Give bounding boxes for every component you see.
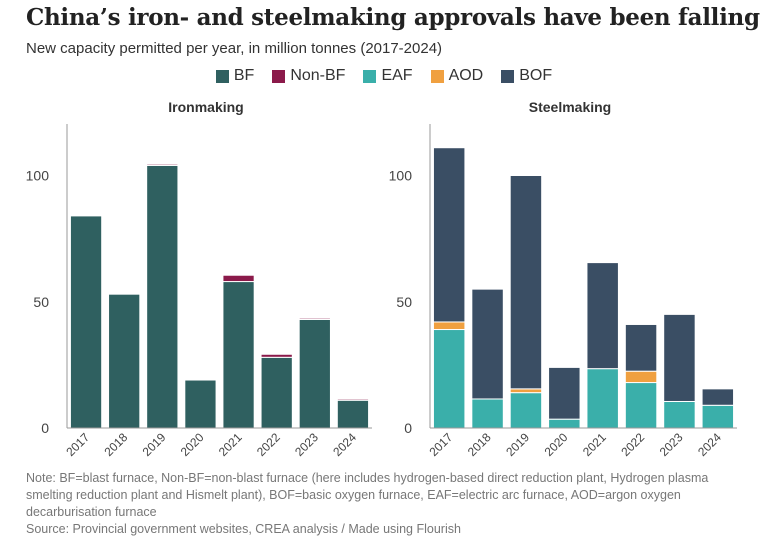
- bar-bf-2017: [69, 215, 103, 429]
- legend-item-bof[interactable]: BOF: [501, 67, 552, 85]
- x-tick-label: 2020: [542, 430, 571, 459]
- bar-eaf-2018: [471, 398, 504, 429]
- bar-eaf-2023: [663, 400, 696, 429]
- bar-eaf-2022: [624, 382, 658, 429]
- y-tick-label: 0: [404, 420, 412, 436]
- y-tick-label: 100: [26, 168, 50, 184]
- x-tick-label: 2024: [330, 430, 359, 459]
- x-tick-label: 2018: [102, 430, 131, 459]
- bar-bf-2023: [298, 318, 331, 429]
- legend-item-non-bf[interactable]: Non-BF: [272, 67, 345, 85]
- legend-label: Non-BF: [290, 67, 346, 84]
- bar-eaf-2021: [586, 368, 619, 429]
- legend-label: BF: [233, 67, 255, 84]
- bar-bof-2020: [548, 366, 581, 420]
- x-tick-label: 2019: [140, 430, 169, 459]
- x-tick-label: 2022: [254, 430, 283, 459]
- x-tick-label: 2022: [618, 430, 647, 459]
- charts-area: Ironmaking 0 50 100 2017 2018 2019 2020 2021 2022…: [26, 99, 737, 459]
- bar-bf-2022: [260, 356, 293, 429]
- bar-bf-2019: [146, 164, 179, 429]
- x-tick-label: 2017: [63, 430, 92, 459]
- bar-aod-2017: [432, 321, 466, 331]
- bar-aod-2019: [509, 388, 543, 394]
- legend-label: BOF: [519, 67, 553, 84]
- bar-bf-2024: [336, 399, 370, 429]
- x-tick-label: 2023: [657, 430, 686, 459]
- x-tick-label: 2017: [427, 430, 456, 459]
- legend-item-aod[interactable]: AOD: [430, 67, 484, 85]
- x-tick-label: 2023: [292, 430, 321, 459]
- x-tick-label: 2024: [695, 430, 724, 459]
- x-tick-label: 2019: [503, 430, 532, 459]
- legend-label: EAF: [381, 67, 413, 84]
- y-tick-label: 50: [33, 294, 49, 310]
- legend-swatch: [272, 69, 286, 83]
- bar-bof-2021: [586, 262, 619, 370]
- legend-swatch: [363, 69, 377, 83]
- chart-title: China’s iron- and steelmaking approvals …: [26, 4, 760, 31]
- y-tick-label: 100: [389, 168, 413, 184]
- x-tick-label: 2020: [178, 430, 207, 459]
- bar-non-bf-2024: [336, 398, 370, 401]
- bar-non-bf-2021: [222, 274, 255, 283]
- bar-bof-2024: [701, 388, 735, 406]
- legend-label: AOD: [448, 67, 484, 84]
- legend-swatch: [430, 69, 444, 83]
- bar-bof-2017: [432, 147, 466, 323]
- footer: Note: BF=blast furnace, Non-BF=non-blast…: [26, 470, 756, 538]
- y-tick-label: 50: [396, 294, 412, 310]
- footer-source: Source: Provincial government websites, …: [26, 522, 461, 536]
- legend: BF Non-BF EAF AOD BOF: [0, 67, 768, 85]
- panel-title-steelmaking: Steelmaking: [529, 99, 611, 115]
- bar-bf-2020: [184, 379, 217, 429]
- bar-bf-2018: [108, 293, 141, 429]
- legend-swatch: [501, 69, 515, 83]
- bar-eaf-2017: [432, 329, 466, 429]
- bar-bf-2021: [222, 281, 255, 429]
- chart-subtitle: New capacity permitted per year, in mill…: [26, 40, 443, 57]
- bar-eaf-2019: [509, 392, 543, 429]
- bar-bof-2018: [471, 288, 504, 400]
- bar-eaf-2024: [701, 404, 735, 429]
- bar-non-bf-2019: [146, 163, 179, 166]
- bar-aod-2022: [624, 370, 658, 384]
- bar-non-bf-2022: [260, 353, 293, 358]
- footer-note: Note: BF=blast furnace, Non-BF=non-blast…: [26, 471, 709, 519]
- y-tick-label: 0: [41, 420, 49, 436]
- x-tick-label: 2021: [580, 430, 609, 459]
- bar-bof-2023: [663, 313, 696, 402]
- legend-swatch: [215, 69, 229, 83]
- bar-non-bf-2023: [298, 317, 331, 320]
- bar-eaf-2020: [548, 418, 581, 429]
- legend-item-bf[interactable]: BF: [215, 67, 255, 85]
- bar-bof-2022: [624, 323, 658, 372]
- x-tick-label: 2018: [465, 430, 494, 459]
- panel-title-ironmaking: Ironmaking: [168, 99, 243, 115]
- x-tick-label: 2021: [216, 430, 245, 459]
- legend-item-eaf[interactable]: EAF: [363, 67, 413, 85]
- bar-bof-2019: [509, 175, 543, 390]
